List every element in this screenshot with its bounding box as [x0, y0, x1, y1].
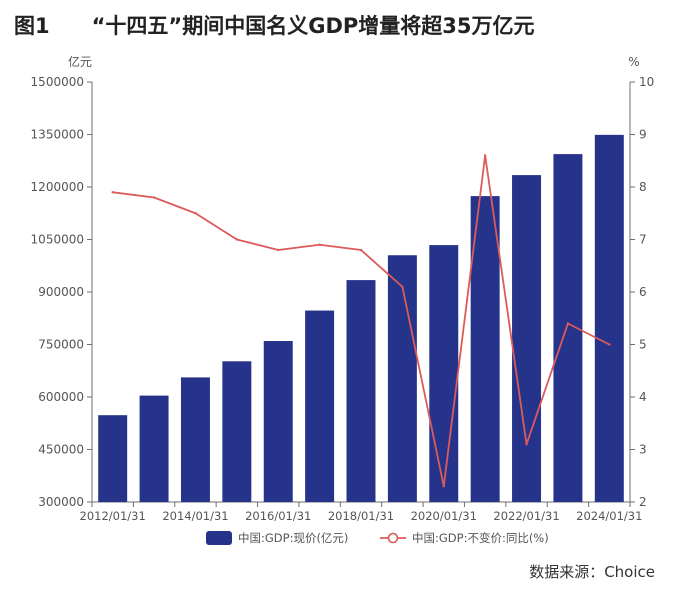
right-tick-label: 5: [639, 338, 647, 352]
gdp-chart: 亿元 % 300000 450000 600000 750000 900000 1050000…: [31, 54, 655, 545]
x-tick-label: 2012/01/31: [80, 509, 146, 523]
line-point: [194, 212, 197, 215]
bar: [222, 361, 252, 502]
line-point: [359, 248, 363, 252]
right-tick-label: 3: [639, 443, 647, 457]
figure-header: 图1 “十四五”期间中国名义GDP增量将超35万亿元: [14, 10, 535, 40]
line-point: [318, 243, 321, 246]
x-tick-label: 2016/01/31: [245, 509, 311, 523]
bar: [470, 196, 500, 502]
left-tick-label: 900000: [38, 285, 84, 299]
x-tick-label: 2024/01/31: [576, 509, 642, 523]
x-tick-label: 2022/01/31: [493, 509, 559, 523]
right-tick-label: 7: [639, 233, 647, 247]
chart-axes: 亿元 % 300000 450000 600000 750000 900000 1050000…: [31, 54, 655, 523]
line-point: [525, 443, 528, 446]
line-point: [483, 154, 487, 157]
right-tick-label: 9: [639, 128, 647, 142]
line-series: [111, 154, 611, 488]
legend-bar-swatch: [206, 531, 232, 545]
legend-bar-label: 中国:GDP:现价(亿元): [238, 531, 348, 545]
right-tick-label: 2: [639, 495, 647, 509]
line-point: [401, 285, 404, 288]
x-tick-label: 2014/01/31: [162, 509, 228, 523]
left-tick-label: 600000: [38, 390, 84, 404]
bar: [346, 280, 376, 502]
right-axis-unit: %: [628, 55, 639, 69]
bar: [180, 377, 210, 502]
left-tick-label: 450000: [38, 443, 84, 457]
line-point: [152, 196, 156, 199]
bar: [429, 245, 459, 502]
line-point: [111, 191, 114, 194]
line-point: [235, 238, 239, 241]
left-tick-label: 1050000: [31, 233, 84, 247]
right-tick-label: 4: [639, 390, 647, 404]
x-tick-label: 2020/01/31: [411, 509, 477, 523]
line-point: [608, 343, 611, 346]
x-tick-label: 2018/01/31: [328, 509, 394, 523]
left-tick-label: 1200000: [31, 180, 84, 194]
left-tick-label: 300000: [38, 495, 84, 509]
figure-number: 图1: [14, 14, 50, 38]
bar: [305, 310, 335, 502]
line-point: [566, 322, 570, 325]
bar: [387, 255, 417, 502]
bar: [263, 341, 293, 502]
bar: [512, 175, 542, 502]
legend-line-label: 中国:GDP:不变价:同比(%): [412, 531, 549, 545]
figure-title: “十四五”期间中国名义GDP增量将超35万亿元: [91, 14, 535, 38]
right-tick-label: 6: [639, 285, 647, 299]
bar: [594, 134, 624, 502]
bar-series: [98, 134, 624, 502]
data-source: 数据来源：Choice: [529, 563, 655, 581]
chart-panel: 亿元% 300000 450000 600000 750000 900000 1050000…: [12, 48, 678, 558]
right-tick-label: 10: [639, 75, 654, 89]
right-tick-label: 8: [639, 180, 647, 194]
bar: [139, 395, 169, 502]
line-point: [442, 485, 445, 488]
chart-legend: 中国:GDP:现价(亿元) 中国:GDP:不变价:同比(%): [206, 531, 549, 545]
left-tick-label: 750000: [38, 338, 84, 352]
line-point: [277, 248, 280, 252]
legend-line-marker: [387, 532, 399, 544]
left-tick-label: 1500000: [31, 75, 84, 89]
bar: [98, 415, 128, 502]
left-tick-label: 1350000: [31, 128, 84, 142]
left-axis-unit: 亿元: [68, 54, 92, 69]
